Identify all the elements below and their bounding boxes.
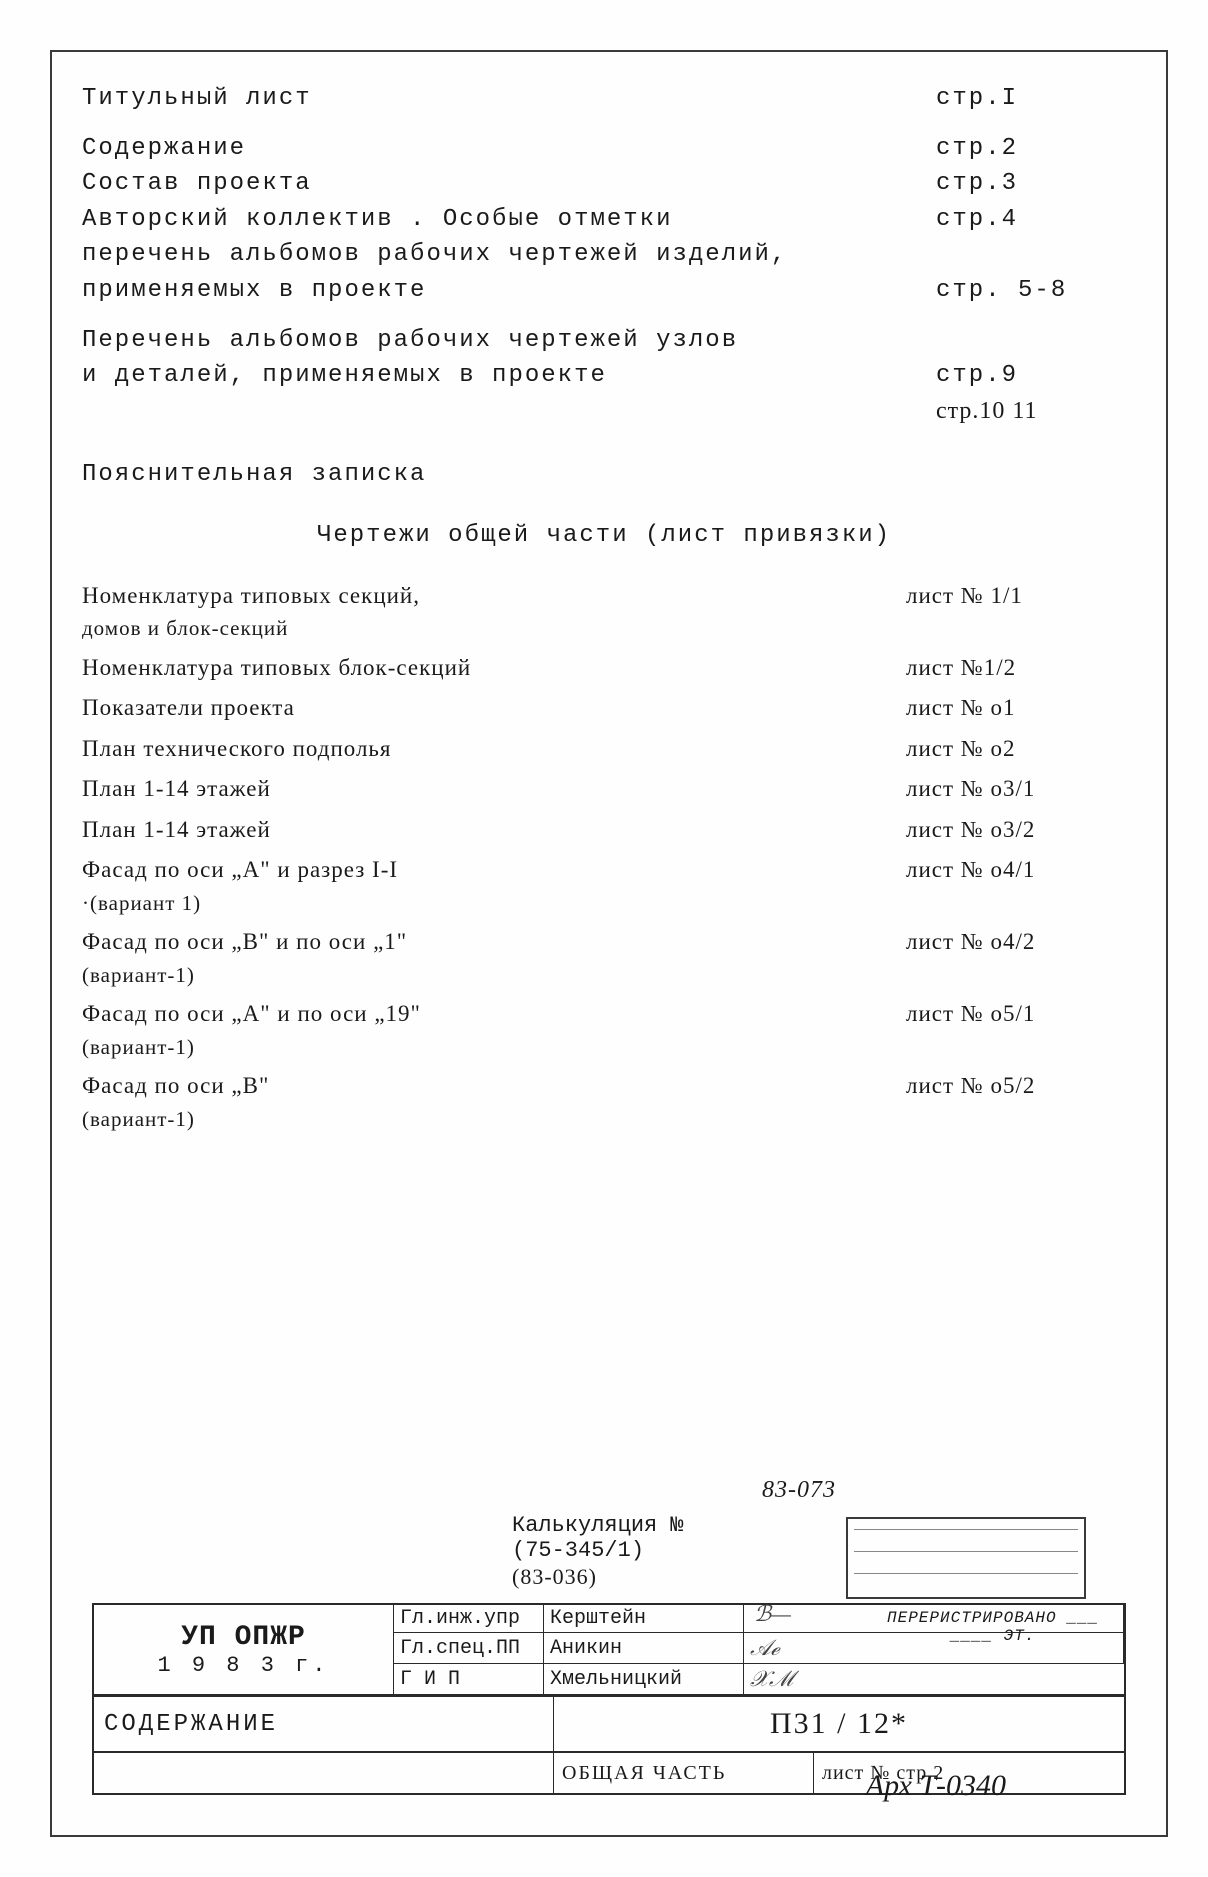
drawing-sheet: лист № о4/1 [906, 853, 1126, 888]
drawing-row: Фасад по оси „А" и разрез I-Iлист № о4/1 [82, 853, 1126, 888]
toc-label: Титульный лист [82, 82, 936, 116]
drawing-row: Фасад по оси „А" и по оси „19"лист № о5/… [82, 997, 1126, 1032]
drawing-title: Фасад по оси „В" [82, 1069, 906, 1104]
drawing-sheet: лист № 1/1 [906, 579, 1126, 614]
toc-page [936, 458, 1126, 492]
role-cell: Гл.инж.упр [394, 1605, 544, 1633]
drawing-row: План 1-14 этажейлист № о3/2 [82, 813, 1126, 848]
org-cell: УП ОПЖР 1 9 8 3 г. [94, 1605, 394, 1695]
drawing-sheet: лист № о4/2 [906, 925, 1126, 960]
toc-label [82, 395, 936, 429]
drawing-title: Фасад по оси „А" и разрез I-I [82, 853, 906, 888]
content-row: СОДЕРЖАНИЕ П31 / 12* [92, 1697, 1126, 1753]
toc-page: стр.3 [936, 167, 1126, 201]
toc-row: и деталей, применяемых в проекте стр.9 [82, 359, 1126, 393]
name-cell: Аникин [544, 1633, 744, 1664]
drawing-row: Показатели проекталист № о1 [82, 691, 1126, 726]
toc-row: Авторский коллектив . Особые отметки стр… [82, 203, 1126, 237]
drawing-variant: (вариант-1) [82, 960, 1126, 992]
toc-page: стр.4 [936, 203, 1126, 237]
drawing-title: Номенклатура типовых секций, [82, 579, 906, 614]
drawing-sheet: лист № о3/1 [906, 772, 1126, 807]
drawing-sheet: лист № о2 [906, 732, 1126, 767]
drawing-row: Номенклатура типовых блок-секцийлист №1/… [82, 651, 1126, 686]
drawing-code: П31 / 12* [554, 1697, 1124, 1751]
role-cell: Г И П [394, 1664, 544, 1695]
drawing-row: План технического подпольялист № о2 [82, 732, 1126, 767]
toc-row: Титульный лист стр.I [82, 82, 1126, 116]
signatures-grid: УП ОПЖР 1 9 8 3 г. Гл.инж.упр Керштейн ℬ… [92, 1603, 1126, 1697]
title-block: 83-073 Калькуляция № (75-345/1) (83-036)… [92, 1513, 1126, 1795]
drawing-title: План технического подполья [82, 732, 906, 767]
drawing-subline: (вариант-1) [82, 960, 1126, 992]
drawing-variant: (вариант-1) [82, 1032, 1126, 1064]
drawing-title: План 1-14 этажей [82, 813, 906, 848]
toc-row: Содержание стр.2 [82, 132, 1126, 166]
org-year: 1 9 8 3 г. [157, 1653, 329, 1678]
toc-label: Содержание [82, 132, 936, 166]
toc-page: стр.I [936, 82, 1126, 116]
toc-label: перечень альбомов рабочих чертежей издел… [82, 238, 936, 272]
toc-page [936, 238, 1126, 272]
drawing-variant: (вариант-1) [82, 1104, 1126, 1136]
drawing-variant: ·(вариант 1) [82, 888, 1126, 920]
drawing-sheet: лист № о3/2 [906, 813, 1126, 848]
drawing-variant: домов и блок-секций [82, 613, 1126, 645]
toc-row: стр.10 11 [82, 395, 1126, 429]
name-cell: Хмельницкий [544, 1664, 744, 1695]
toc-page: стр.2 [936, 132, 1126, 166]
toc-label: и деталей, применяемых в проекте [82, 359, 936, 393]
name-cell: Керштейн [544, 1605, 744, 1633]
section-heading: Чертежи общей части (лист привязки) [82, 522, 1126, 549]
toc-row: перечень альбомов рабочих чертежей издел… [82, 238, 1126, 272]
drawing-row: Фасад по оси „В" и по оси „1"лист № о4/2 [82, 925, 1126, 960]
toc-page: стр.10 11 [936, 395, 1126, 429]
drawing-title: Номенклатура типовых блок-секций [82, 651, 906, 686]
signature-cell: 𝒳ℳ [744, 1664, 1124, 1695]
drawing-title: План 1-14 этажей [82, 772, 906, 807]
drawing-row: План 1-14 этажейлист № о3/1 [82, 772, 1126, 807]
page: Титульный лист стр.I Содержание стр.2 Со… [0, 0, 1208, 1877]
drawing-title: Фасад по оси „В" и по оси „1" [82, 925, 906, 960]
part-label: ОБЩАЯ ЧАСТЬ [554, 1753, 814, 1793]
project-number: 83-073 [762, 1477, 836, 1504]
drawing-sheet: лист № о5/2 [906, 1069, 1126, 1104]
drawing-subline: (вариант-1) [82, 1104, 1126, 1136]
org-name: УП ОПЖР [181, 1622, 306, 1653]
toc-label: применяемых в проекте [82, 274, 936, 308]
toc-page: стр.9 [936, 359, 1126, 393]
blank-cell [94, 1753, 554, 1793]
toc-page: стр. 5-8 [936, 274, 1126, 308]
drawing-sheet: лист № о5/1 [906, 997, 1126, 1032]
registration-stamp: ПЕРЕРИСТРИРОВАНО ___ ____ ЭТ. [883, 1605, 1103, 1661]
toc-label: Перечень альбомов рабочих чертежей узлов [82, 324, 936, 358]
toc-label: Авторский коллектив . Особые отметки [82, 203, 936, 237]
drawing-sheet: лист №1/2 [906, 651, 1126, 686]
drawing-title: Показатели проекта [82, 691, 906, 726]
archive-number: Арх Т-0340 [866, 1769, 1006, 1803]
drawing-sheet: лист № о1 [906, 691, 1126, 726]
drawing-subline: (вариант-1) [82, 1032, 1126, 1064]
drawing-subline: ·(вариант 1) [82, 888, 1126, 920]
toc-row: Пояснительная записка [82, 458, 1126, 492]
content-label: СОДЕРЖАНИЕ [94, 1697, 554, 1751]
toc-page [936, 324, 1126, 358]
toc-row: Состав проекта стр.3 [82, 167, 1126, 201]
toc-row: Перечень альбомов рабочих чертежей узлов [82, 324, 1126, 358]
toc-row: применяемых в проекте стр. 5-8 [82, 274, 1126, 308]
drawing-title: Фасад по оси „А" и по оси „19" [82, 997, 906, 1032]
role-cell: Гл.спец.ПП [394, 1633, 544, 1664]
document-frame: Титульный лист стр.I Содержание стр.2 Со… [50, 50, 1168, 1837]
drawing-subline: домов и блок-секций [82, 613, 1126, 645]
signature-cell: ℬ— ПЕРЕРИСТРИРОВАНО ___ ____ ЭТ. [744, 1605, 1124, 1633]
toc-label: Пояснительная записка [82, 458, 936, 492]
drawing-row: Номенклатура типовых секций,лист № 1/1 [82, 579, 1126, 614]
drawing-row: Фасад по оси „В"лист № о5/2 [82, 1069, 1126, 1104]
drawings-list: Номенклатура типовых секций,лист № 1/1до… [82, 579, 1126, 1142]
stamp-box [846, 1517, 1086, 1599]
toc-label: Состав проекта [82, 167, 936, 201]
